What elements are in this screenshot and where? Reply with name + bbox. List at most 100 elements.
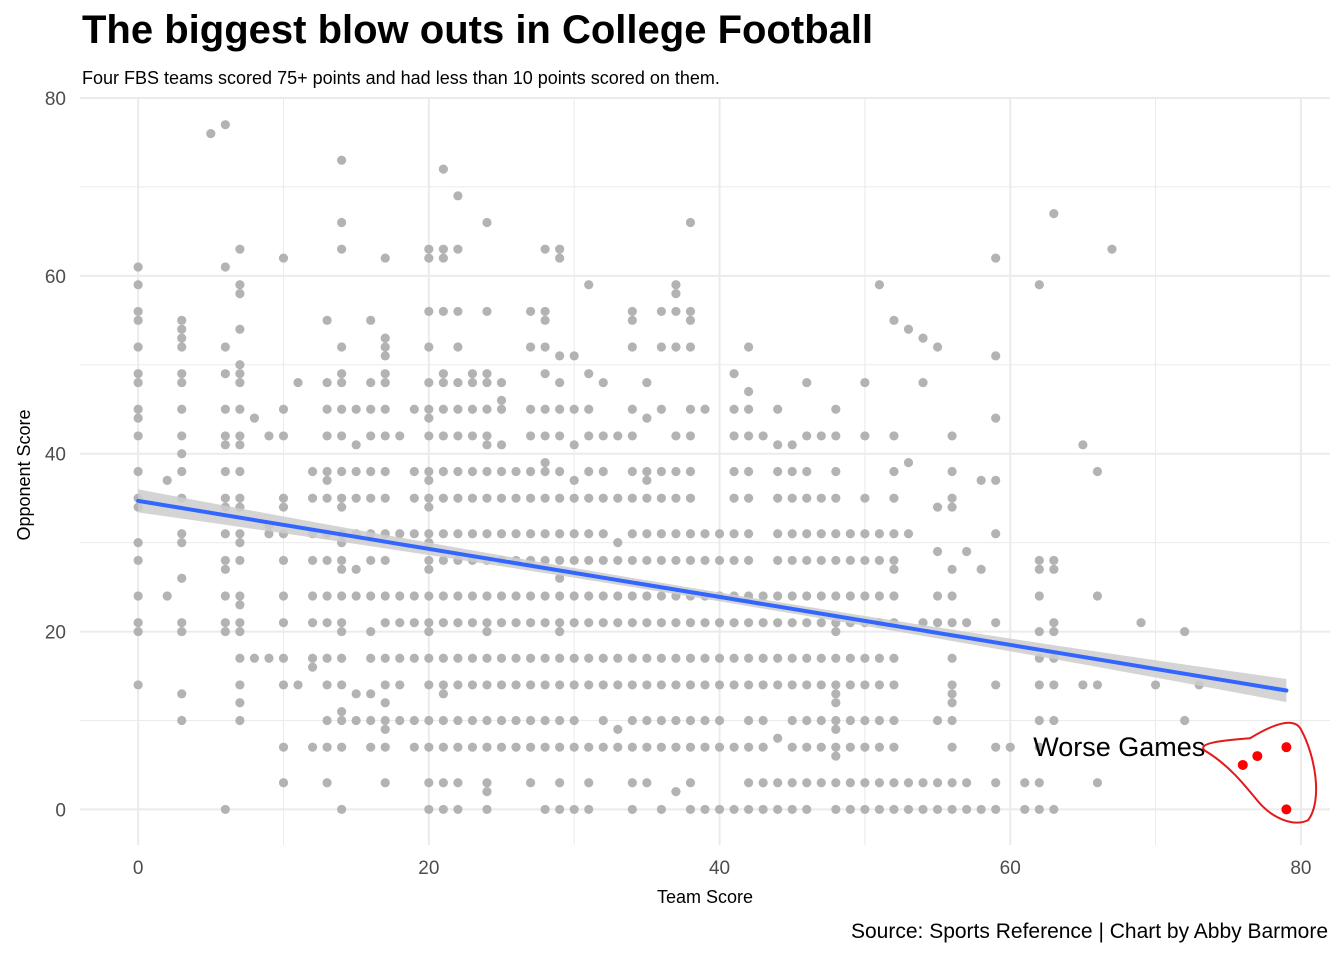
data-point [613, 653, 623, 663]
data-point [744, 342, 754, 352]
data-point [424, 653, 434, 663]
data-point [569, 475, 579, 485]
data-point [1034, 626, 1044, 637]
data-point [773, 466, 783, 477]
data-point [627, 653, 637, 663]
data-point [467, 529, 478, 539]
data-point [598, 742, 608, 752]
data-point [496, 742, 507, 752]
data-point [525, 529, 536, 539]
data-point [584, 653, 594, 663]
data-point [540, 306, 550, 317]
data-point [802, 431, 812, 441]
data-point [511, 618, 521, 628]
data-point [889, 778, 899, 788]
data-point [642, 653, 652, 663]
data-point [307, 555, 318, 566]
data-point [744, 431, 754, 441]
data-point [831, 591, 841, 601]
data-point [235, 324, 245, 334]
data-point [337, 564, 347, 574]
data-point [438, 369, 448, 379]
data-point [453, 466, 463, 477]
data-point [453, 191, 463, 201]
data-point [453, 306, 463, 317]
data-point [627, 342, 637, 352]
data-point [424, 413, 434, 423]
data-point [831, 751, 841, 761]
data-point [395, 715, 405, 726]
data-point [337, 493, 347, 503]
data-point [889, 564, 899, 574]
data-point [482, 680, 492, 690]
data-point [918, 804, 928, 815]
data-point [889, 493, 899, 503]
data-point [525, 680, 536, 690]
data-point [1092, 466, 1103, 477]
data-point [540, 529, 550, 539]
data-point [525, 715, 536, 726]
data-point [889, 431, 899, 441]
data-point [947, 680, 957, 690]
data-point [511, 680, 521, 690]
data-point [598, 653, 608, 663]
data-point [991, 618, 1001, 628]
data-point [482, 306, 492, 317]
data-point [831, 804, 841, 815]
data-point [133, 315, 143, 325]
data-point [947, 715, 957, 726]
data-point [613, 493, 623, 503]
data-point [133, 280, 143, 290]
data-point [322, 377, 332, 388]
data-point [613, 538, 623, 548]
data-point [220, 529, 230, 539]
data-point [569, 618, 579, 628]
data-point [467, 591, 478, 601]
data-point [540, 715, 550, 726]
data-point [525, 342, 536, 352]
data-point [322, 680, 332, 690]
data-point [322, 431, 332, 441]
data-point [613, 618, 623, 628]
data-point [831, 529, 841, 539]
data-point [424, 626, 434, 637]
data-point [947, 698, 957, 708]
data-point [787, 555, 797, 566]
data-point [569, 555, 579, 566]
data-point [976, 564, 986, 574]
data-point [235, 440, 245, 450]
data-point [758, 680, 768, 690]
data-point [991, 680, 1001, 690]
data-point [671, 289, 681, 299]
data-point [555, 680, 565, 690]
data-point [467, 466, 478, 477]
data-point [773, 555, 783, 566]
data-point [220, 626, 230, 637]
data-point [220, 431, 230, 441]
data-point [598, 680, 608, 690]
data-point [482, 431, 492, 441]
data-point [424, 742, 434, 752]
data-point [584, 555, 594, 566]
data-point [337, 217, 347, 228]
data-point [642, 555, 652, 566]
data-point [438, 431, 448, 441]
data-point [627, 306, 637, 317]
data-point [860, 493, 870, 503]
data-points [133, 120, 1204, 815]
data-point [1049, 564, 1059, 574]
data-point [337, 155, 347, 165]
data-point [322, 404, 332, 414]
data-point [555, 431, 565, 441]
data-point [1034, 715, 1044, 726]
data-point [584, 529, 594, 539]
data-point [700, 742, 710, 752]
data-point [438, 680, 448, 690]
data-point [831, 653, 841, 663]
data-point [744, 529, 754, 539]
data-point [337, 591, 347, 601]
data-point [1034, 591, 1044, 601]
data-point [453, 244, 463, 254]
data-point [409, 493, 419, 503]
data-point [613, 680, 623, 690]
